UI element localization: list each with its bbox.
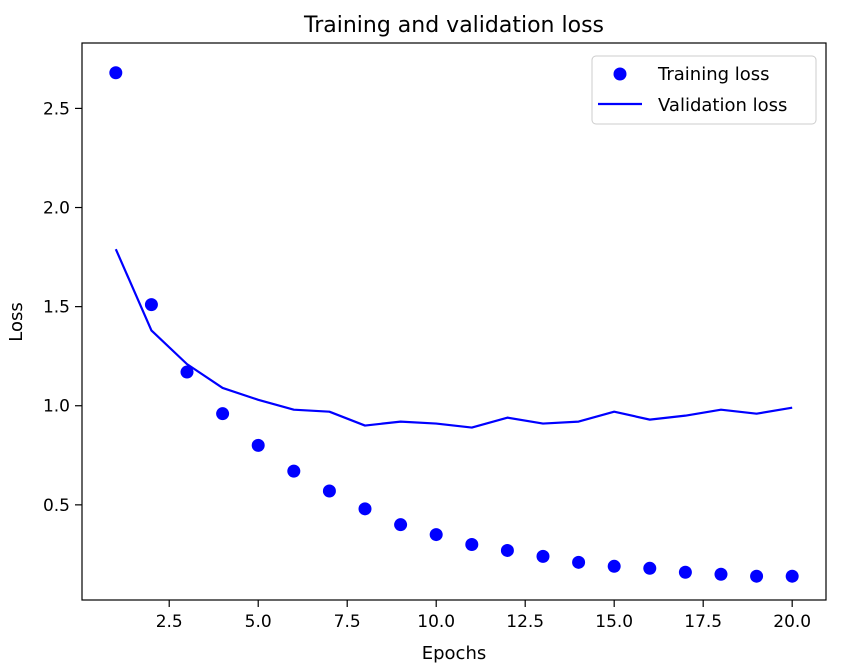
training-loss-point [643, 561, 657, 575]
x-tick-label: 12.5 [506, 612, 544, 632]
training-loss-point [465, 537, 479, 551]
training-loss-point [394, 518, 408, 532]
training-loss-point [678, 565, 692, 579]
training-loss-point [572, 555, 586, 569]
x-tick-label: 10.0 [417, 612, 455, 632]
training-loss-point [785, 569, 799, 583]
training-loss-point [714, 567, 728, 581]
training-loss-point [607, 559, 621, 573]
training-loss-point [429, 528, 443, 542]
y-tick-label: 1.5 [43, 298, 70, 318]
legend-frame [591, 55, 817, 125]
x-tick-label: 20.0 [773, 612, 811, 632]
x-tick-label: 17.5 [684, 612, 722, 632]
training-loss-point [251, 438, 265, 452]
training-loss-point [287, 464, 301, 478]
y-axis-label: Loss [6, 302, 27, 341]
x-tick-label: 5.0 [245, 612, 272, 632]
x-axis-label: Epochs [422, 643, 487, 664]
training-loss-point [536, 549, 550, 563]
training-loss-point [500, 543, 514, 557]
legend-label-training-loss: Training loss [657, 64, 770, 85]
series-layer [109, 66, 799, 583]
training-loss-point [322, 484, 336, 498]
y-tick-label: 0.5 [43, 496, 70, 516]
training-loss-point [109, 66, 123, 80]
plot-area [81, 42, 827, 601]
training-loss-point [358, 502, 372, 516]
legend-marker-training-loss [613, 67, 627, 81]
training-loss-point [750, 569, 764, 583]
legend-label-validation-loss: Validation loss [658, 95, 787, 116]
x-tick-label: 7.5 [334, 612, 361, 632]
x-axis: 2.5 5.0 7.5 10.0 12.5 15.0 17.5 20.0 [156, 600, 811, 632]
plot-frame [81, 42, 827, 601]
y-tick-label: 2.5 [43, 99, 70, 119]
x-tick-label: 15.0 [595, 612, 633, 632]
training-loss-point [216, 407, 230, 421]
y-tick-label: 2.0 [43, 199, 70, 219]
chart-title: Training and validation loss [303, 13, 604, 38]
y-tick-label: 1.0 [43, 397, 70, 417]
training-loss-point [144, 298, 158, 312]
validation-loss-line [114, 248, 793, 429]
training-loss-point [180, 365, 194, 379]
legend: Training loss Validation loss [591, 55, 817, 125]
y-axis: 0.5 1.0 1.5 2.0 2.5 [43, 99, 82, 516]
x-tick-label: 2.5 [156, 612, 183, 632]
